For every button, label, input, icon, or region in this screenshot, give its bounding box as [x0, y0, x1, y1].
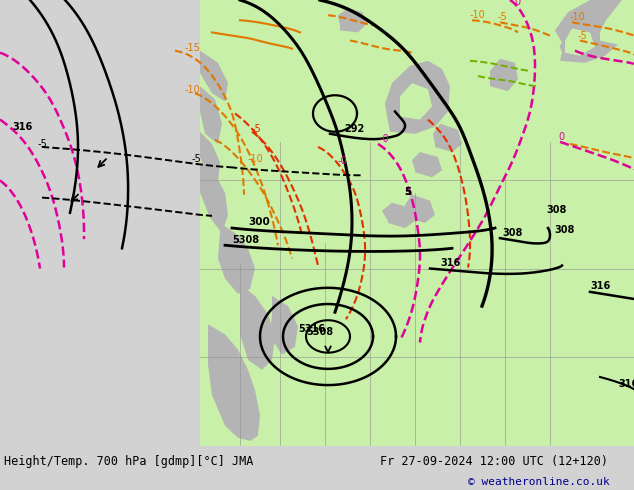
Text: -0: -0 [380, 134, 390, 144]
Polygon shape [382, 203, 415, 228]
Text: 0: 0 [558, 132, 564, 142]
Text: 308: 308 [546, 205, 566, 215]
Polygon shape [538, 30, 562, 53]
Polygon shape [270, 296, 298, 355]
Polygon shape [468, 10, 502, 41]
Polygon shape [258, 393, 360, 446]
Polygon shape [200, 50, 228, 101]
Text: 300: 300 [248, 217, 269, 227]
Polygon shape [385, 61, 450, 134]
Polygon shape [200, 162, 228, 233]
Polygon shape [240, 284, 275, 370]
Text: Height/Temp. 700 hPa [gdmp][°C] JMA: Height/Temp. 700 hPa [gdmp][°C] JMA [4, 455, 254, 468]
Text: 5316: 5316 [298, 324, 325, 334]
Polygon shape [218, 223, 255, 294]
Polygon shape [518, 45, 542, 66]
Polygon shape [338, 8, 368, 32]
Text: 316: 316 [440, 258, 460, 268]
Text: 316: 316 [590, 281, 611, 291]
Text: 5308: 5308 [306, 327, 333, 338]
Text: -10: -10 [185, 85, 201, 95]
Text: -10: -10 [570, 12, 586, 22]
Text: -5: -5 [498, 12, 508, 22]
Text: -0: -0 [338, 156, 347, 166]
Text: © weatheronline.co.uk: © weatheronline.co.uk [468, 477, 610, 487]
Text: -10: -10 [470, 10, 486, 20]
Text: -5: -5 [578, 30, 588, 41]
Text: -15: -15 [185, 43, 201, 52]
Text: 5: 5 [404, 187, 411, 196]
Polygon shape [200, 0, 634, 446]
Text: 5308: 5308 [232, 235, 259, 245]
Polygon shape [490, 59, 518, 91]
Polygon shape [488, 130, 522, 160]
Polygon shape [315, 12, 395, 66]
Text: 0: 0 [514, 0, 520, 7]
Polygon shape [458, 43, 525, 106]
Text: -10: -10 [248, 154, 264, 164]
Polygon shape [200, 0, 634, 446]
Text: 316: 316 [618, 379, 634, 389]
Text: 308: 308 [554, 225, 574, 235]
Polygon shape [412, 152, 442, 177]
Text: -5: -5 [38, 139, 48, 149]
Text: 308: 308 [502, 228, 522, 238]
Polygon shape [208, 324, 260, 441]
Polygon shape [200, 132, 220, 182]
Text: 292: 292 [344, 124, 365, 134]
Polygon shape [433, 123, 462, 152]
Polygon shape [400, 83, 432, 120]
Polygon shape [600, 0, 634, 45]
Text: 5: 5 [404, 187, 411, 196]
Polygon shape [405, 195, 435, 223]
Polygon shape [565, 28, 595, 56]
Polygon shape [555, 0, 634, 63]
Text: 316: 316 [12, 122, 32, 132]
Polygon shape [508, 123, 538, 152]
Text: Fr 27-09-2024 12:00 UTC (12+120): Fr 27-09-2024 12:00 UTC (12+120) [380, 455, 608, 468]
Text: -5: -5 [192, 154, 202, 164]
Polygon shape [430, 15, 472, 46]
Polygon shape [200, 86, 222, 144]
Text: -5: -5 [252, 124, 262, 134]
